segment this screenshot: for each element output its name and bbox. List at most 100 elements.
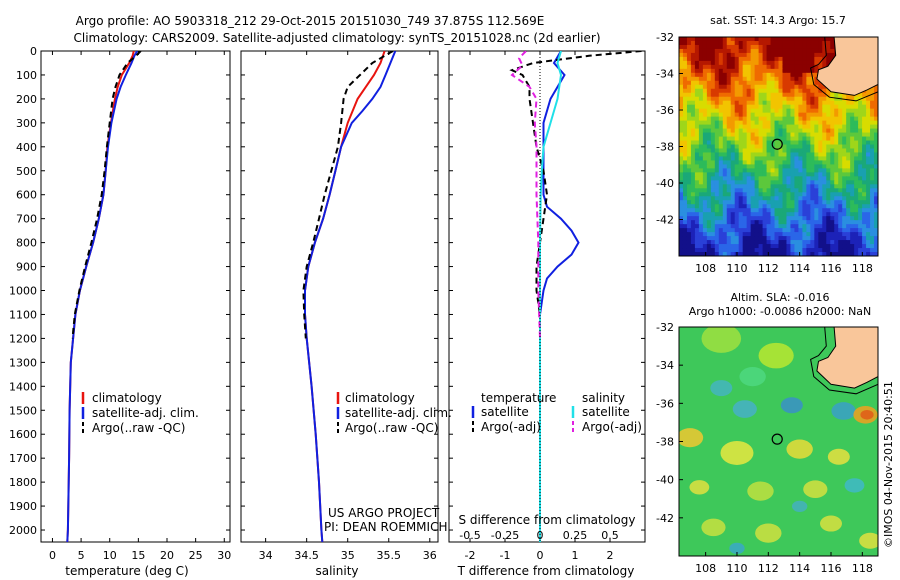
sst-cell <box>782 52 788 58</box>
sst-cell <box>754 68 760 74</box>
sst-cell <box>782 224 788 229</box>
sst-cell <box>786 88 792 94</box>
sst-cell <box>786 124 792 130</box>
sst-cell <box>758 68 764 74</box>
sst-cell <box>722 92 728 98</box>
sst-cell <box>862 232 867 237</box>
sst-cell <box>790 40 796 46</box>
sst-cell <box>794 144 799 150</box>
sst-cell <box>798 84 803 90</box>
sst-cell <box>790 72 796 78</box>
sst-cell <box>838 140 843 146</box>
sst-cell <box>722 212 728 217</box>
sst-cell <box>802 120 807 126</box>
sst-cell <box>790 148 796 154</box>
sst-cell <box>810 228 815 233</box>
sst-cell <box>718 140 724 146</box>
sst-cell <box>702 52 708 58</box>
sst-cell <box>814 72 819 78</box>
sst-cell <box>810 200 815 205</box>
sst-cell <box>786 84 792 90</box>
sst-cell <box>866 216 871 221</box>
sst-cell <box>730 228 736 233</box>
sla-anomaly <box>819 515 842 532</box>
sst-cell <box>810 37 815 42</box>
sst-cell <box>778 184 784 189</box>
sst-cell <box>734 204 740 209</box>
sst-cell <box>679 116 684 122</box>
sst-cell <box>798 200 803 205</box>
sst-cell <box>774 52 780 58</box>
sst-cell <box>806 116 811 122</box>
sst-cell <box>862 112 867 118</box>
sst-cell <box>710 232 716 237</box>
sst-cell <box>802 60 807 66</box>
sst-cell <box>710 224 716 229</box>
sst-cell <box>806 92 811 98</box>
sst-cell <box>746 144 752 150</box>
sst-cell <box>722 80 728 86</box>
sst-cell <box>714 232 720 237</box>
sst-cell <box>814 148 819 154</box>
sst-cell <box>710 48 716 54</box>
sst-cell <box>802 216 807 221</box>
sst-cell <box>782 228 788 233</box>
sst-cell <box>818 196 823 201</box>
sst-cell <box>734 60 740 66</box>
sst-cell <box>846 252 851 256</box>
sst-cell <box>738 80 744 86</box>
sst-cell <box>718 52 724 58</box>
sst-cell <box>862 124 867 130</box>
sst-cell <box>698 236 704 241</box>
sst-cell <box>706 148 712 154</box>
sst-cell <box>682 184 688 189</box>
sst-cell <box>679 188 684 193</box>
sst-cell <box>814 152 819 158</box>
sst-cell <box>730 116 736 122</box>
sst-cell <box>810 108 815 114</box>
sst-cell <box>786 92 792 98</box>
sst-cell <box>818 136 823 142</box>
sst-cell <box>730 68 736 74</box>
sst-cell <box>726 44 732 50</box>
sst-cell <box>679 140 684 146</box>
sst-cell <box>798 232 803 237</box>
sst-cell <box>782 212 788 217</box>
sst-cell <box>798 132 803 138</box>
sst-cell <box>870 100 875 106</box>
sst-cell <box>786 224 792 229</box>
sst-cell <box>694 224 700 229</box>
sst-cell <box>782 180 788 185</box>
sst-cell <box>750 224 756 229</box>
sst-cell <box>706 40 712 46</box>
sst-cell <box>854 236 859 241</box>
sst-cell <box>818 228 823 233</box>
sst-cell <box>786 76 792 82</box>
sst-cell <box>810 152 815 158</box>
temperature-ticks: 0 5 10 15 20 25 30 <box>41 50 231 562</box>
sst-cell <box>798 236 803 241</box>
sst-cell <box>770 212 776 217</box>
sst-cell <box>682 236 688 241</box>
sst-cell <box>722 156 728 162</box>
sst-cell <box>794 84 799 90</box>
sst-cell <box>694 44 700 50</box>
sst-cell <box>754 232 760 237</box>
sst-cell <box>782 232 788 237</box>
sst-cell <box>838 228 843 233</box>
sst-cell <box>810 132 815 138</box>
sst-cell <box>682 72 688 78</box>
sst-cell <box>810 252 815 256</box>
sst-cell <box>726 184 732 189</box>
sst-cell <box>850 172 855 177</box>
sst-cell <box>794 160 799 166</box>
sst-cell <box>730 56 736 62</box>
sst-cell <box>686 60 692 66</box>
sst-cell <box>790 116 796 122</box>
sst-cell <box>734 40 740 46</box>
sst-cell <box>726 208 732 213</box>
sst-cell <box>842 164 847 169</box>
sst-cell <box>838 188 843 193</box>
sst-cell <box>782 92 788 98</box>
sst-cell <box>778 112 784 118</box>
